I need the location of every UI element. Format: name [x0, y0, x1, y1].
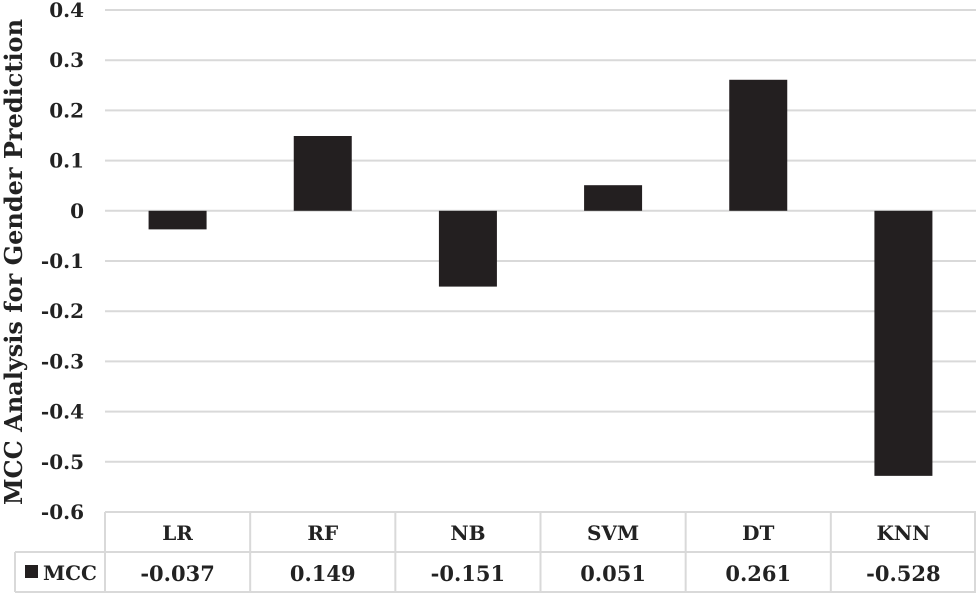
bar-nb: [438, 210, 497, 287]
data-label: -0.528: [866, 561, 940, 586]
gridlines: [105, 9, 976, 513]
data-label: -0.151: [431, 561, 505, 586]
x-tick-label: LR: [162, 521, 193, 545]
y-tick-label: 0.4: [49, 0, 84, 22]
bar-rf: [293, 136, 352, 211]
y-tick-label: -0.4: [41, 400, 84, 424]
y-tick-label: -0.6: [41, 500, 84, 524]
bar-lr: [148, 210, 207, 230]
x-tick-label: RF: [307, 521, 338, 545]
legend-swatch: [25, 565, 38, 578]
y-tick-label: -0.3: [41, 349, 84, 373]
data-label: 0.149: [290, 561, 356, 586]
data-label: 0.261: [725, 561, 791, 586]
y-tick-label: 0.1: [49, 149, 84, 173]
y-tick-label: -0.1: [41, 249, 84, 273]
y-tick-label: 0.2: [49, 98, 84, 122]
bar-dt: [729, 79, 788, 211]
y-axis-ticks: 0.4 0.3 0.2 0.1 0 -0.1 -0.2 -0.3 -0.4 -0.5 -0.6: [41, 0, 84, 524]
x-tick-label: NB: [450, 521, 485, 545]
y-tick-label: -0.5: [41, 450, 84, 474]
x-tick-label: KNN: [876, 521, 930, 545]
bar-knn: [874, 210, 933, 476]
bars: [148, 79, 933, 476]
y-tick-label: 0.3: [49, 48, 84, 72]
x-tick-label: SVM: [587, 521, 639, 545]
legend-label: MCC: [43, 561, 97, 585]
y-tick-label: -0.2: [41, 299, 84, 323]
x-tick-label: DT: [742, 521, 774, 545]
bar-svm: [584, 185, 643, 211]
y-axis-label: MCC Analysis for Gender Prediction: [0, 19, 28, 505]
data-label: 0.051: [580, 561, 646, 586]
data-label: -0.037: [140, 561, 214, 586]
y-tick-label: 0: [70, 199, 84, 223]
data-table: LR -0.037 RF 0.149 NB -0.151 SVM 0.051 DT 0.261 KN…: [14, 511, 976, 593]
